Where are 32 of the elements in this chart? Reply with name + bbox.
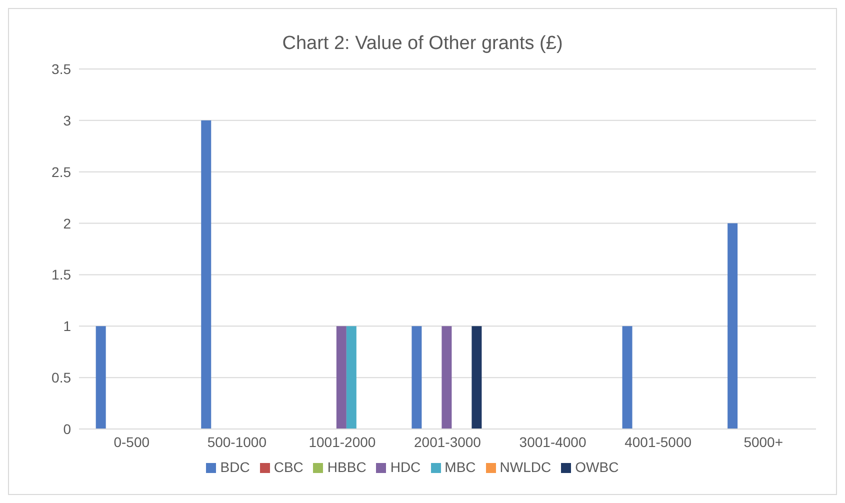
legend-label: HDC [390, 459, 421, 475]
bar [622, 326, 632, 429]
bar [472, 326, 482, 429]
x-tick-label: 4001-5000 [624, 434, 692, 450]
legend-label: BDC [220, 459, 250, 475]
bar [728, 223, 738, 429]
x-tick-label: 3001-4000 [519, 434, 586, 450]
legend-label: HBBC [327, 459, 366, 475]
legend-label: CBC [274, 459, 304, 475]
y-tick-label: 0.5 [52, 370, 72, 386]
legend-label: OWBC [575, 459, 619, 475]
bar [412, 326, 422, 429]
x-tick-label: 500-1000 [207, 434, 267, 450]
y-tick-label: 2.5 [52, 164, 72, 180]
bar [336, 326, 346, 429]
x-tick-label: 0-500 [114, 434, 150, 450]
bar [96, 326, 106, 429]
bar [442, 326, 452, 429]
y-tick-label: 3 [63, 112, 72, 128]
x-tick-label: 5000+ [744, 434, 784, 450]
y-tick-label: 2 [63, 215, 72, 232]
chart-title: Chart 2: Value of Other grants (£) [281, 33, 564, 55]
y-tick-label: 3.5 [52, 60, 72, 77]
y-tick-label: 0 [63, 420, 72, 437]
legend-label: MBC [444, 459, 476, 475]
legend-label: NWLDC [500, 459, 552, 475]
y-tick-label: 1.5 [52, 266, 72, 283]
x-tick-label: 1001-2000 [308, 434, 376, 450]
x-tick-label: 2001-3000 [414, 434, 482, 450]
bar [346, 326, 356, 429]
y-tick-label: 1 [63, 318, 72, 334]
bar [201, 120, 212, 429]
